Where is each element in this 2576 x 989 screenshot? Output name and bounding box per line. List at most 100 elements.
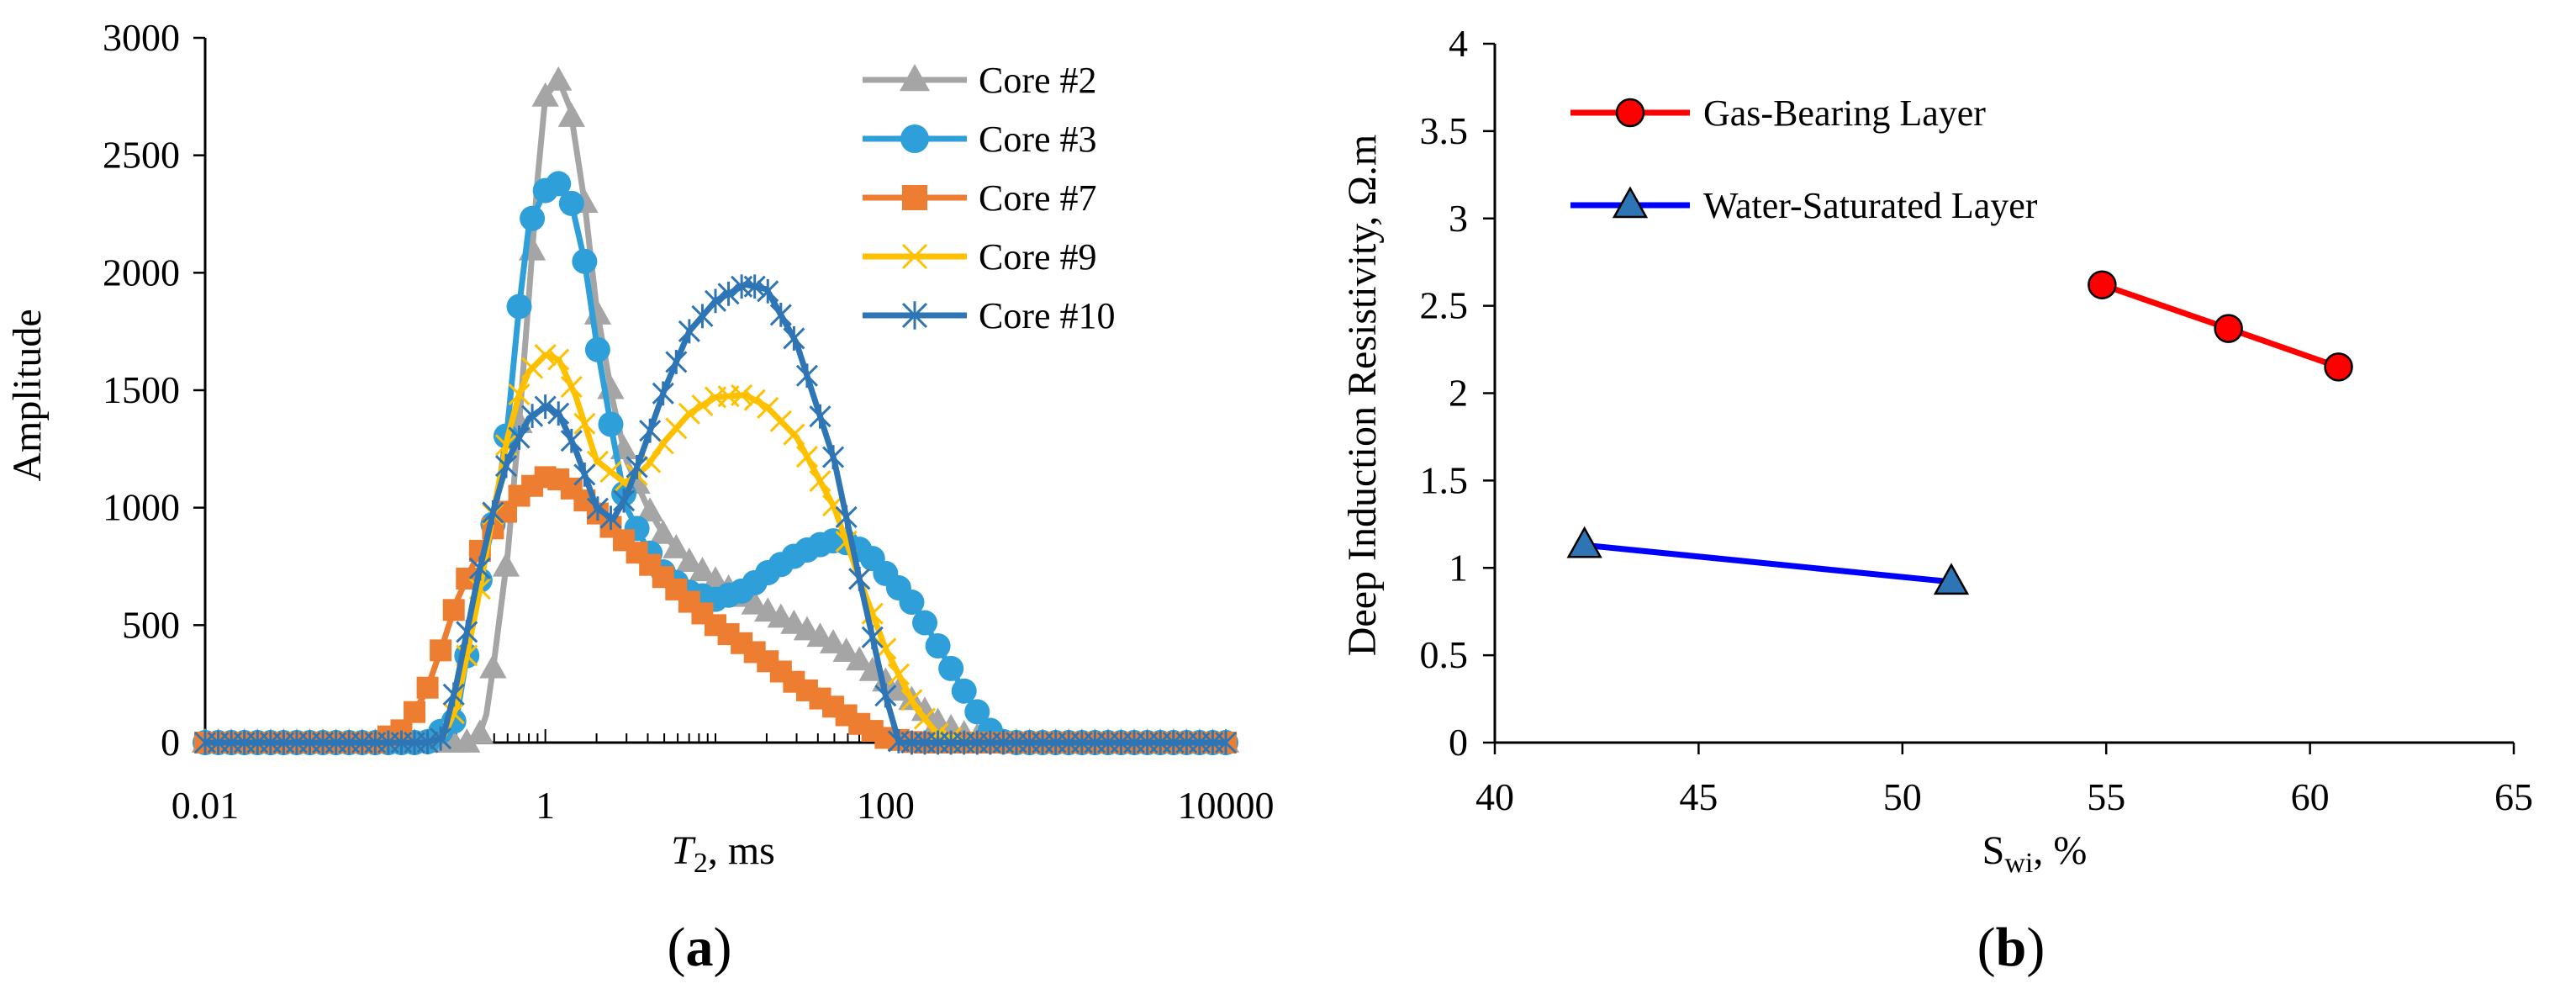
- data-point: [494, 453, 518, 479]
- data-point: [534, 344, 557, 367]
- data-point: [835, 505, 858, 530]
- data-point: [546, 171, 572, 197]
- data-point: [404, 701, 426, 723]
- data-point: [678, 402, 700, 425]
- data-point: [573, 412, 596, 435]
- data-point: [586, 496, 609, 521]
- data-point: [691, 394, 714, 417]
- data-point: [584, 336, 610, 362]
- data-point: [757, 278, 779, 304]
- data-point: [652, 381, 674, 406]
- data-point: [456, 620, 478, 644]
- legend-marker: [902, 185, 927, 210]
- data-point: [482, 500, 504, 525]
- chart-b-y-tick-labels: 0 0.5 1 1.5 2 2.5 3 3.5 4: [1420, 22, 1469, 764]
- chart-b-x-tick-labels: 40 45 50 55 60 65: [1475, 775, 2533, 818]
- data-point: [662, 533, 690, 558]
- data-point: [639, 418, 662, 443]
- data-point: [743, 274, 766, 299]
- series-core-10: [193, 274, 1238, 755]
- data-point: [951, 678, 977, 704]
- data-point: [899, 590, 925, 616]
- chart-b-y-tick-label: 1.5: [1420, 458, 1469, 501]
- data-point: [520, 205, 546, 231]
- chart-a-y-tick-labels: 0 500 1000 1500 2000 2500 3000: [103, 16, 180, 764]
- data-point: [900, 689, 923, 711]
- chart-a-x-tick-labels: 0.01 1 100 10000: [172, 784, 1275, 827]
- chart-a-legend: Core #2 Core #3 Core #7 Core #9 Core #10: [863, 60, 1116, 336]
- data-point: [809, 470, 831, 493]
- data-point: [557, 103, 585, 127]
- data-point: [599, 460, 622, 484]
- data-point: [534, 394, 557, 419]
- data-point: [717, 281, 740, 306]
- data-point: [704, 288, 727, 314]
- legend-marker: [1615, 98, 1645, 128]
- series-gas-bearing-layer: [2088, 270, 2353, 382]
- data-point: [598, 411, 624, 437]
- chart-b-y-axis-title: Deep Induction Resistivity, Ω.m: [1340, 135, 1385, 656]
- series-line: [205, 281, 1226, 746]
- data-point: [874, 683, 897, 708]
- data-point: [547, 401, 570, 426]
- chart-b-x-axis-title: Swi, %: [1982, 828, 2088, 879]
- series-core-2: [191, 66, 1240, 753]
- data-point: [1933, 563, 1970, 595]
- data-point: [479, 653, 507, 679]
- data-point: [492, 552, 520, 577]
- chart-b-y-tick-label: 4: [1449, 22, 1468, 65]
- data-point: [649, 519, 677, 544]
- legend-item: Core #10: [863, 295, 1116, 336]
- data-point: [741, 590, 768, 615]
- data-point: [861, 625, 884, 650]
- series-line: [1584, 542, 1952, 585]
- chart-a-series: [191, 66, 1240, 755]
- chart-a-y-tick-label: 500: [122, 603, 180, 646]
- data-point: [573, 462, 596, 487]
- data-point: [430, 639, 452, 662]
- data-point: [822, 445, 845, 470]
- data-point: [1214, 730, 1238, 755]
- panel-label-b: (b): [1977, 917, 2045, 978]
- legend-marker: [901, 243, 928, 270]
- data-point: [508, 383, 531, 406]
- data-point: [938, 655, 964, 681]
- data-point: [416, 676, 439, 699]
- chart-b-x-tick-label: 55: [2087, 775, 2125, 818]
- series-line: [205, 352, 1226, 746]
- data-point: [636, 497, 664, 522]
- chart-a-y-tick-label: 2000: [103, 251, 180, 294]
- data-point: [416, 730, 439, 755]
- chart-a-x-tick-label: 1: [536, 784, 555, 827]
- data-point: [1566, 526, 1602, 558]
- data-point: [508, 426, 531, 450]
- data-point: [675, 547, 704, 572]
- data-point: [913, 707, 937, 730]
- data-point: [572, 248, 598, 274]
- data-point: [453, 728, 481, 753]
- data-point: [795, 363, 819, 389]
- data-point: [783, 423, 805, 446]
- legend-item: Water-Saturated Layer: [1570, 185, 2038, 226]
- data-point: [558, 190, 584, 216]
- data-point: [846, 646, 874, 671]
- data-point: [545, 66, 573, 91]
- chart-b-series: [1566, 270, 2353, 595]
- chart-b-axes: [1483, 42, 2515, 754]
- legend-label: Core #2: [979, 60, 1097, 101]
- chart-b-x-tick-label: 60: [2291, 775, 2330, 818]
- data-point: [547, 348, 570, 371]
- chart-a-x-axis-title: T2, ms: [671, 828, 775, 879]
- chart-b-x-tick-label: 65: [2494, 775, 2533, 818]
- data-point: [819, 629, 847, 653]
- data-point: [912, 610, 938, 636]
- data-point: [2088, 270, 2117, 299]
- chart-a: 0 500 1000 1500 2000 2500 3000 0.01 1 100 10000 C…: [5, 16, 1275, 978]
- data-point: [468, 556, 491, 581]
- chart-a-y-tick-label: 0: [161, 721, 180, 764]
- legend-item: Core #3: [863, 119, 1097, 160]
- chart-b-x-tick-label: 50: [1883, 775, 1922, 818]
- legend-label: Core #3: [979, 119, 1097, 160]
- data-point: [964, 699, 990, 725]
